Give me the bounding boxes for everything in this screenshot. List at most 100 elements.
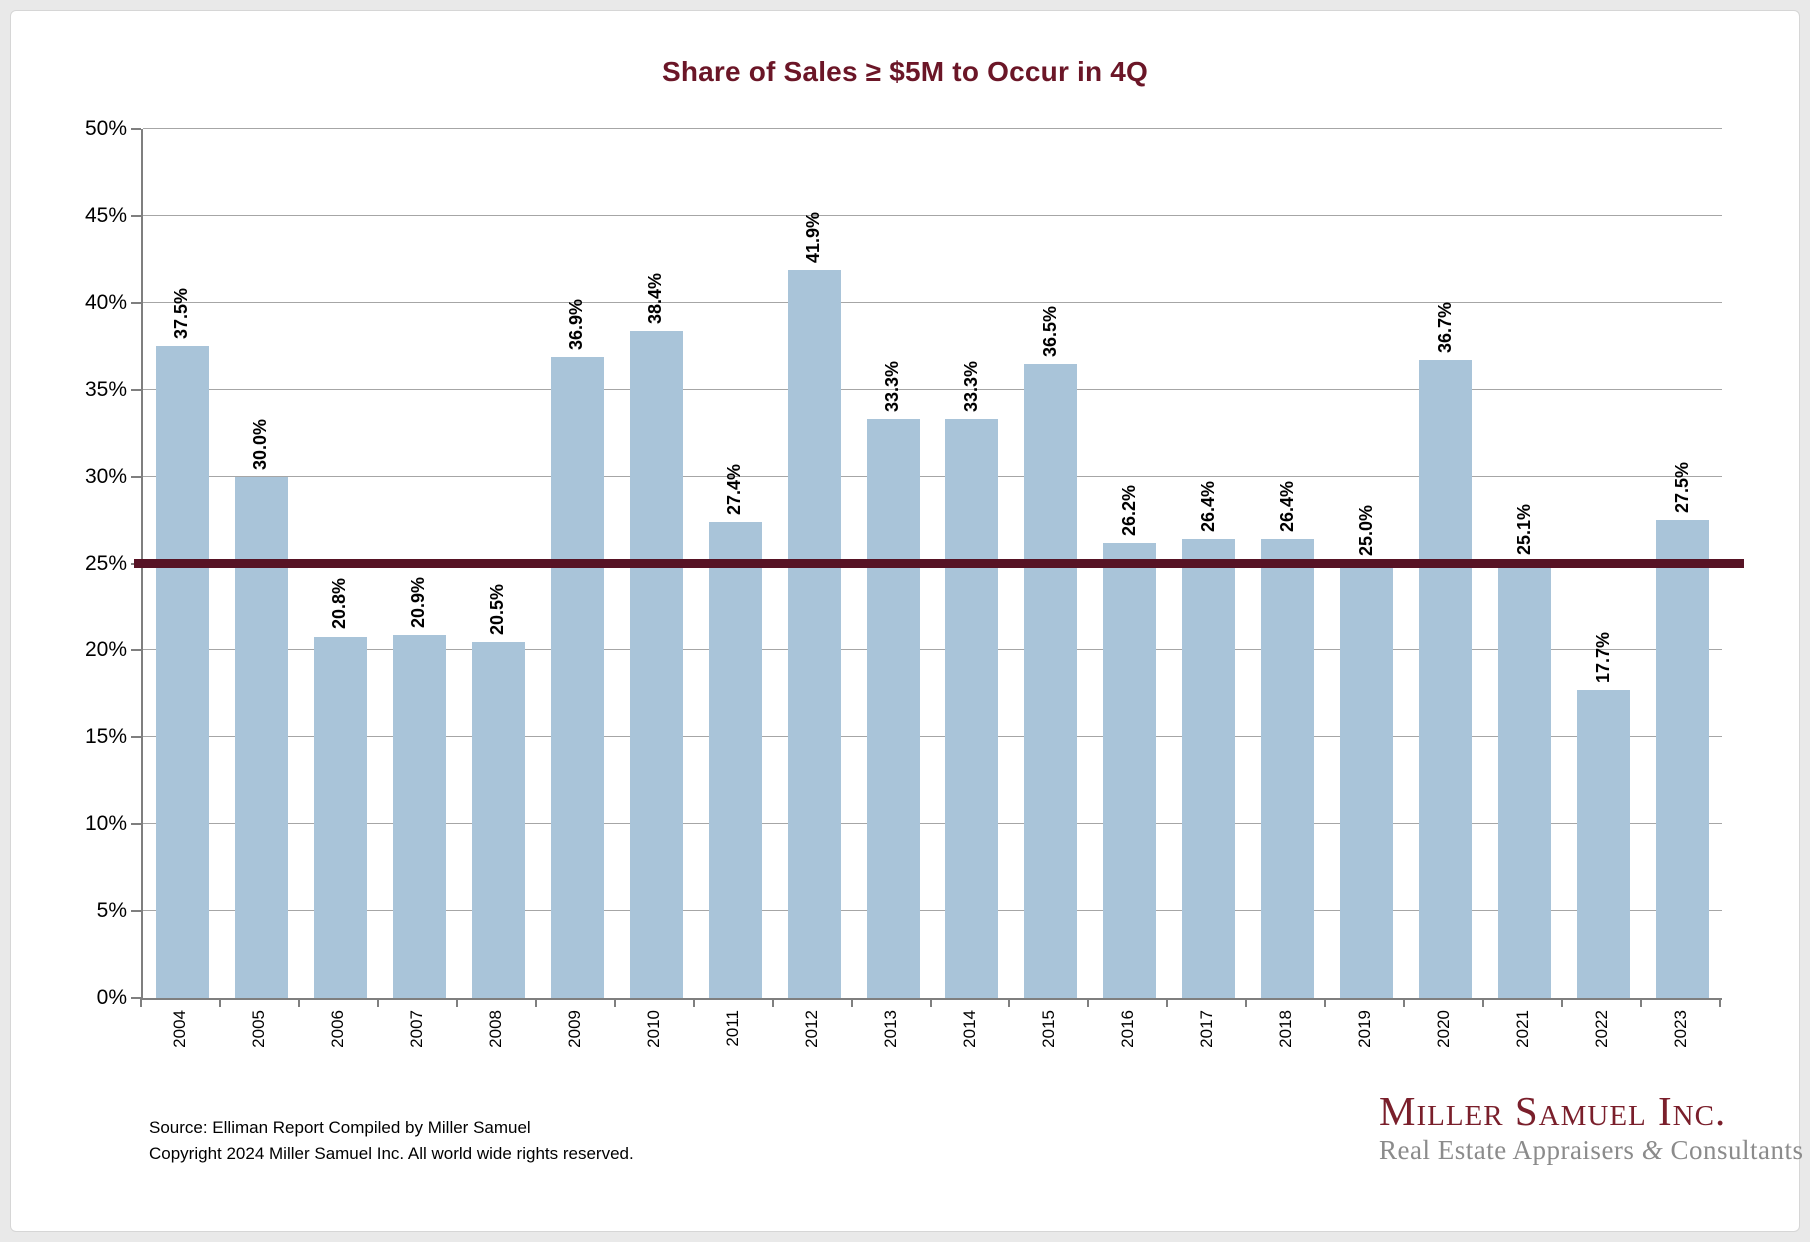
bar [1498,561,1552,998]
x-axis-tick [1482,998,1485,1007]
x-axis-label: 2006 [328,1010,348,1048]
gridline [143,475,1722,477]
bar [1103,542,1157,998]
gridline [143,214,1722,216]
gridline [143,388,1722,390]
footer-text: Source: Elliman Report Compiled by Mille… [149,1115,634,1167]
y-axis-tick [131,301,141,304]
x-axis-tick [692,998,695,1007]
bar [471,641,525,998]
x-axis-tick [1245,998,1248,1007]
bar [392,634,446,998]
bar [1261,539,1315,998]
y-axis-tick [131,649,141,652]
y-axis-tick [131,128,141,130]
x-axis-label: 2021 [1512,1010,1532,1048]
reference-line [134,559,1744,568]
x-axis-label: 2005 [249,1010,269,1048]
y-axis-label: 25% [84,551,127,575]
y-axis-tick [131,475,141,478]
bar-value-label: 30.0% [250,418,271,470]
bar-value-label: 26.4% [1197,481,1218,533]
y-axis-label: 5% [96,899,127,923]
x-axis-label: 2013 [881,1010,901,1048]
x-axis-tick [1008,998,1011,1007]
bar-value-label: 38.4% [645,272,666,324]
x-axis-label: 2016 [1117,1010,1137,1048]
gridline [143,128,1722,129]
gridline [143,649,1722,651]
x-axis-tick [534,998,537,1007]
y-axis-label: 40% [84,290,127,314]
bar [708,521,762,998]
bar [945,419,999,998]
x-axis-tick [1324,998,1327,1007]
bar [866,419,920,998]
y-axis-tick [131,388,141,391]
gridline [143,301,1722,303]
bar-value-label: 36.5% [1039,305,1060,357]
plot-area: 37.5% 30.0% 20.8% 20.9% 20.5% 36.9% 38.4% 27.4%… [141,128,1722,1000]
bar [787,269,841,998]
x-axis-label: 2015 [1038,1010,1058,1048]
x-axis-tick [613,998,616,1007]
x-axis-tick [1561,998,1564,1007]
bar [1656,520,1710,998]
x-axis-label: 2014 [959,1010,979,1048]
x-axis-tick [850,998,853,1007]
x-axis-tick [455,998,458,1007]
bar-value-label: 25.0% [1355,505,1376,557]
x-axis-label: 2010 [644,1010,664,1048]
y-axis-tick [131,214,141,217]
y-axis-label: 20% [84,638,127,662]
copyright-line: Copyright 2024 Miller Samuel Inc. All wo… [149,1144,634,1163]
bar [1024,363,1078,998]
bar [550,356,604,998]
y-axis-tick [131,910,141,913]
gridline [143,736,1722,738]
bar [155,346,209,998]
y-axis-label: 45% [84,203,127,227]
bar-value-label: 17.7% [1592,632,1613,684]
bar-value-label: 26.4% [1276,481,1297,533]
y-axis-label: 30% [84,464,127,488]
bar-value-label: 41.9% [803,211,824,263]
x-axis-label: 2020 [1433,1010,1453,1048]
source-line: Source: Elliman Report Compiled by Mille… [149,1118,531,1137]
x-axis-label: 2008 [486,1010,506,1048]
x-axis-tick [1403,998,1406,1007]
bar-value-label: 20.8% [329,578,350,630]
x-axis-tick [218,998,221,1007]
y-axis-tick [131,823,141,826]
x-axis-label: 2011 [723,1010,743,1047]
gridline [143,823,1722,825]
bar [1182,539,1236,998]
bar-value-label: 36.7% [1434,302,1455,354]
logo-name: Miller Samuel Inc. [1379,1088,1727,1134]
bar-value-label: 27.4% [724,463,745,515]
y-axis-label: 15% [84,725,127,749]
x-axis-label: 2022 [1591,1010,1611,1048]
x-axis-label: 2018 [1275,1010,1295,1048]
x-axis-label: 2017 [1196,1010,1216,1048]
y-axis-label: 10% [84,812,127,836]
x-axis-label: 2023 [1670,1010,1690,1048]
x-axis-tick [376,998,379,1007]
bar [313,636,367,998]
bar-value-label: 36.9% [566,298,587,350]
y-axis-label: 35% [84,377,127,401]
bar-value-label: 33.3% [882,361,903,413]
bar-value-label: 27.5% [1671,462,1692,514]
bar [1340,563,1394,998]
bar [1419,360,1473,998]
bar-value-label: 37.5% [171,288,192,340]
gridline [143,910,1722,912]
x-axis-tick [1166,998,1169,1007]
x-axis-tick [140,998,142,1007]
x-axis-label: 2009 [565,1010,585,1048]
y-axis-tick [131,736,141,739]
bar [1577,690,1631,998]
bar-value-label: 20.5% [487,583,508,635]
x-axis-tick [1640,998,1643,1007]
bar [629,330,683,998]
